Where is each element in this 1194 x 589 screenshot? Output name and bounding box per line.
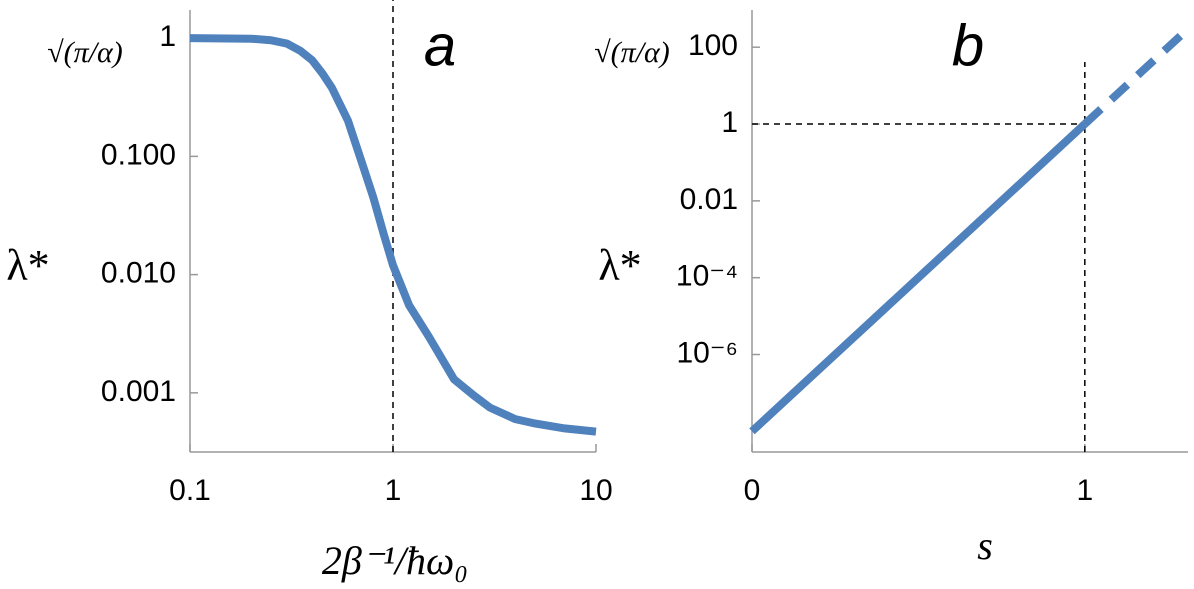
- y-axis-label: λ*: [6, 241, 49, 290]
- x-axis-label: s: [977, 523, 993, 568]
- y-tick-label: 0.01: [680, 183, 738, 216]
- y-tick-label: 1: [159, 20, 176, 53]
- y-top-label: √(π/α): [47, 36, 123, 69]
- x-tick-label: 10: [579, 474, 612, 507]
- x-tick-label: 1: [385, 474, 402, 507]
- y-tick-label: 10⁻⁴: [676, 260, 738, 293]
- x-tick-label: 1: [1076, 474, 1093, 507]
- x-axis-label: 2β⁻¹/ħω₀: [322, 538, 468, 583]
- x-tick-label: 0: [744, 474, 761, 507]
- x-tick-label: 0.1: [169, 474, 211, 507]
- y-tick-label: 10⁻⁶: [676, 336, 738, 369]
- panel-label: b: [952, 13, 984, 78]
- y-tick-label: 0.001: [101, 375, 176, 408]
- y-tick-label: 1: [721, 106, 738, 139]
- curve: [189, 34, 597, 436]
- curve: [749, 121, 1088, 435]
- y-tick-label: 0.100: [101, 138, 176, 171]
- y-tick-label: 0.010: [101, 257, 176, 290]
- panel-label: a: [424, 13, 456, 78]
- y-axis-label: λ*: [598, 241, 641, 290]
- y-tick-label: 100: [688, 29, 738, 62]
- curve: [1082, 28, 1188, 127]
- y-top-label: √(π/α): [594, 36, 670, 69]
